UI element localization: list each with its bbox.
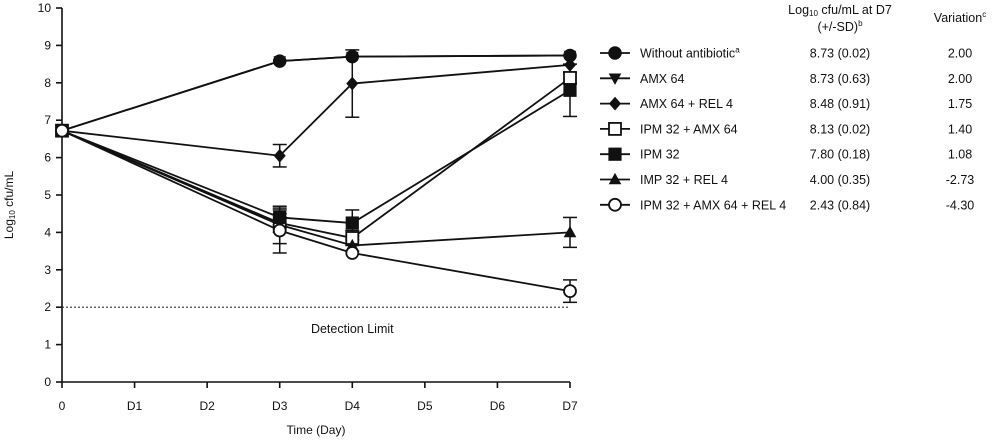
y-tick-label: 8: [44, 76, 51, 90]
x-tick-label: D3: [272, 399, 288, 413]
legend-label: IPM 32 + AMX 64: [640, 122, 738, 136]
y-tick-label: 0: [44, 375, 51, 389]
table-d7-value: 8.13 (0.02): [810, 122, 870, 136]
data-point: [345, 246, 360, 260]
series-line: [61, 54, 571, 132]
legend-label: Without antibiotica: [640, 46, 740, 61]
legend-marker: [608, 147, 622, 161]
y-tick-label: 4: [44, 225, 51, 239]
series-lines: [61, 54, 571, 293]
table-d7-value: 8.48 (0.91): [810, 97, 870, 111]
legend-marker: [608, 172, 622, 185]
series-line: [61, 129, 571, 293]
table-d7-value: 7.80 (0.18): [810, 148, 870, 162]
table-header-sd: (+/-SD)b: [817, 19, 863, 34]
y-tick-label: 7: [44, 113, 51, 127]
table-variation-value: 2.00: [948, 47, 972, 61]
data-point: [564, 57, 576, 72]
legend-marker: [608, 122, 622, 136]
legend-label: AMX 64: [640, 72, 685, 86]
x-tick-label: D7: [562, 399, 578, 413]
table-d7-value: 8.73 (0.02): [810, 47, 870, 61]
data-point: [563, 50, 577, 63]
y-tick-label: 6: [44, 151, 51, 165]
x-tick-label: D1: [127, 399, 143, 413]
legend-marker: [608, 197, 622, 212]
x-tick-label: 0: [59, 399, 66, 413]
y-tick-label: 3: [44, 263, 51, 277]
data-point: [345, 51, 359, 64]
y-tick-label: 5: [44, 188, 51, 202]
y-axis-label: Log10 cfu/mL: [2, 171, 17, 240]
data-point: [272, 223, 287, 238]
y-tick-label: 1: [44, 338, 51, 352]
table-d7-value: 2.43 (0.84): [810, 198, 870, 212]
table-d7-value: 8.73 (0.63): [810, 72, 870, 86]
series-line: [61, 89, 571, 224]
table-variation-value: 2.00: [948, 72, 972, 86]
x-tick-label: D6: [490, 399, 506, 413]
x-axis-ticks: 0 D1 D2 D3 D4 D5 D6 D7: [59, 382, 578, 413]
table-d7-value: 4.00 (0.35): [810, 173, 870, 187]
series-markers: [55, 48, 577, 299]
series-line: [61, 129, 571, 247]
data-point: [345, 216, 359, 230]
x-tick-label: D4: [345, 399, 361, 413]
y-tick-label: 10: [38, 1, 52, 15]
legend-marker: [609, 96, 621, 111]
series-line: [61, 77, 571, 239]
table-header-variation: Variationc: [934, 10, 986, 25]
series-line: [61, 63, 571, 157]
table-variation-value: -4.30: [946, 198, 975, 212]
data-point: [273, 56, 287, 68]
table-variation-value: 1.08: [948, 148, 972, 162]
series-error-bars: [272, 49, 577, 304]
legend-label: IPM 32: [640, 148, 680, 162]
y-axis-ticks: 0 1 2 3 4 5 6 7 8 9 10: [38, 1, 62, 389]
data-point: [563, 284, 577, 299]
table-variation-value: -2.73: [946, 173, 975, 187]
legend-label: IPM 32 + AMX 64 + REL 4: [640, 198, 786, 212]
table-variation-value: 1.40: [948, 122, 972, 136]
detection-limit-label: Detection Limit: [311, 322, 394, 336]
x-tick-label: D5: [417, 399, 433, 413]
data-point: [563, 71, 577, 85]
legend-marker: [608, 73, 622, 85]
data-point: [55, 123, 69, 138]
legend-marker: [608, 46, 622, 60]
table-variation-value: 1.75: [948, 97, 972, 111]
legend-label: AMX 64 + REL 4: [640, 97, 733, 111]
table-header-log: Log10 cfu/mL at D7: [788, 3, 892, 18]
y-tick-label: 9: [44, 38, 51, 52]
data-point: [346, 76, 359, 91]
legend: Without antibiotica 8.73 (0.02) 2.00 AMX 64…: [600, 46, 975, 212]
x-tick-label: D2: [199, 399, 215, 413]
data-point: [563, 83, 577, 97]
y-tick-label: 2: [44, 300, 51, 314]
data-point: [273, 148, 286, 163]
data-point: [563, 225, 577, 238]
legend-label: IMP 32 + REL 4: [640, 173, 728, 187]
x-axis-label: Time (Day): [287, 423, 346, 437]
